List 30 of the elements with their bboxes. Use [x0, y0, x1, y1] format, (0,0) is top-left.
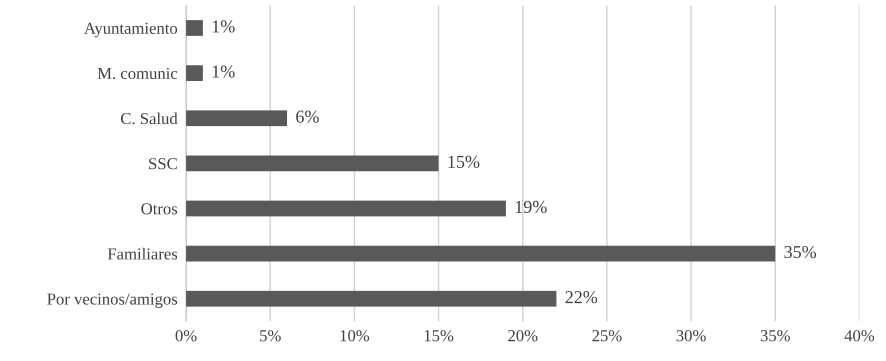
bar	[186, 110, 288, 126]
x-tick-label: 40%	[844, 330, 874, 342]
x-tick-label: 10%	[340, 330, 370, 342]
bar	[186, 246, 776, 262]
bar	[186, 65, 203, 81]
x-tick-label: 15%	[424, 330, 454, 342]
x-tick-label: 30%	[676, 330, 706, 342]
bar	[186, 290, 556, 307]
data-label: 35%	[784, 246, 816, 258]
bar	[186, 200, 506, 216]
x-tick-label: 25%	[592, 330, 622, 342]
x-tick-label: 20%	[508, 330, 538, 342]
y-tick-label: C. Salud	[121, 112, 178, 124]
data-label: 1%	[212, 65, 235, 78]
x-tick-label: 0%	[176, 330, 197, 342]
y-tick-label: Otros	[141, 203, 178, 214]
data-label: 1%	[212, 20, 235, 33]
y-tick-label: Familiares	[108, 248, 178, 260]
bar	[186, 20, 203, 36]
data-label: 19%	[516, 200, 547, 214]
y-tick-label: Ayuntamiento	[84, 22, 178, 38]
data-label: 22%	[566, 291, 598, 304]
data-label: 15%	[448, 156, 480, 168]
x-tick-label: 5%	[260, 330, 281, 342]
y-tick-label: M. comunic	[98, 68, 178, 80]
data-label: 6%	[296, 110, 319, 123]
bar	[186, 155, 439, 172]
y-tick-label: SSC	[149, 158, 177, 170]
x-tick-label: 35%	[760, 330, 790, 342]
y-tick-label: Por vecinos/amigos	[47, 293, 178, 308]
